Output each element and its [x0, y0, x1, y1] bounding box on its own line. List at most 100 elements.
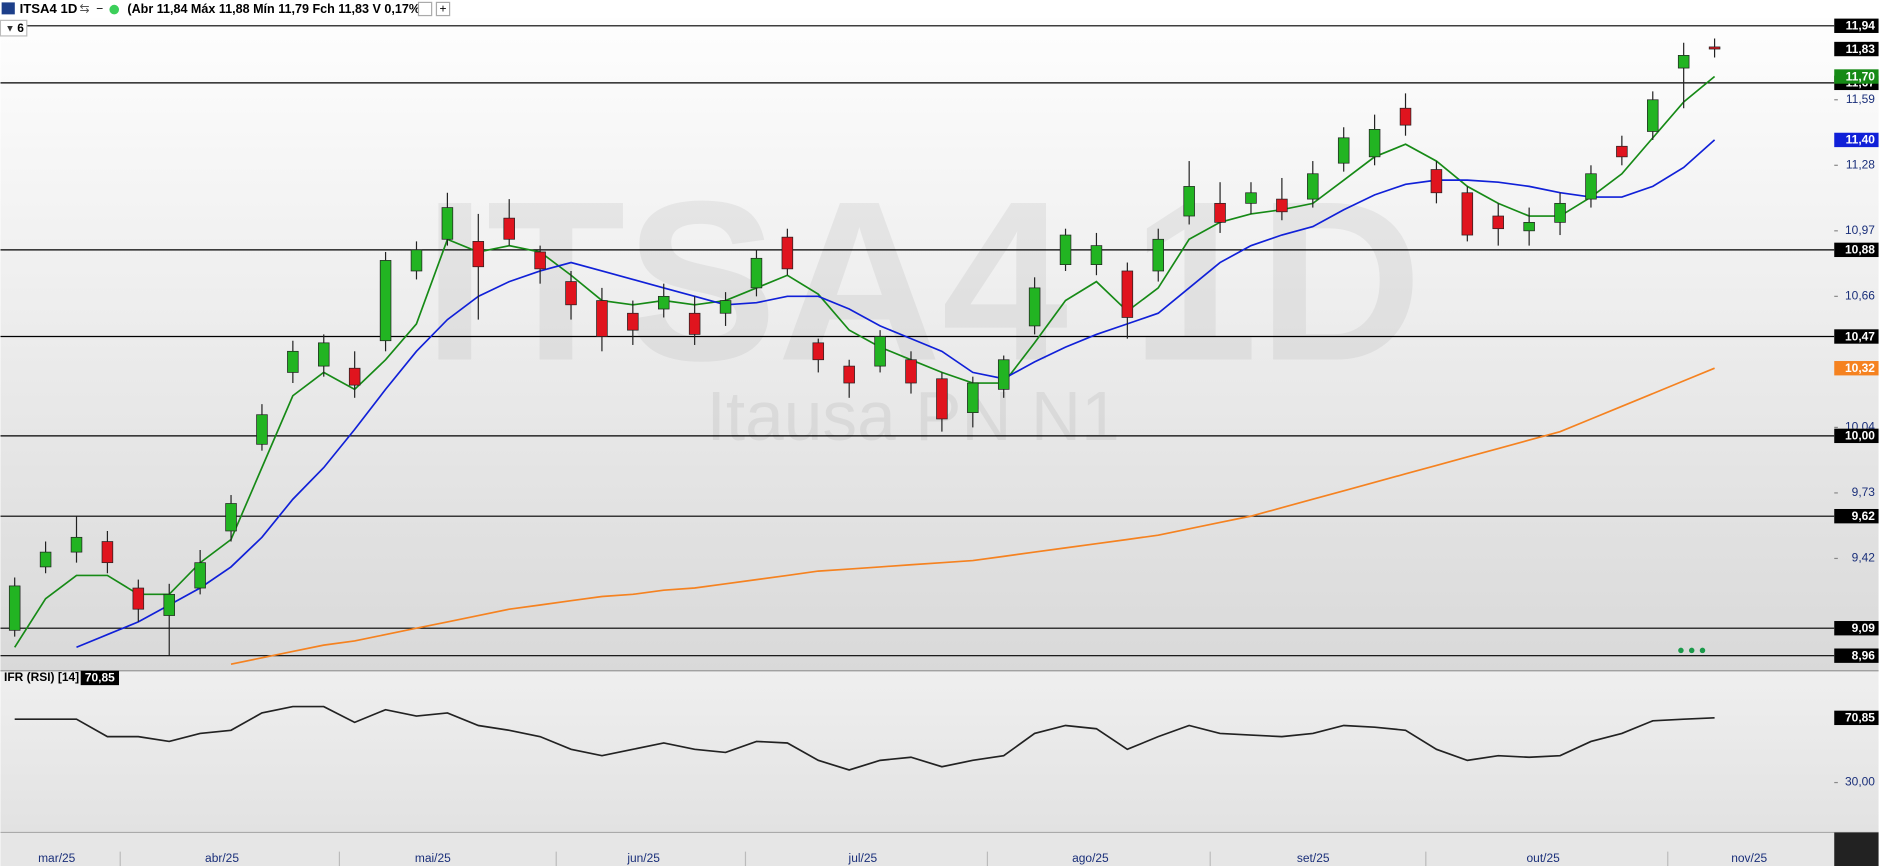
- candle-body: [1214, 202, 1226, 223]
- candle-body: [936, 378, 948, 420]
- corner-box: [1834, 832, 1879, 866]
- watermark-subtitle: Itausa PN N1: [707, 377, 1120, 455]
- y-tick-label: 9,42: [1852, 551, 1876, 565]
- price-tag: [1834, 69, 1879, 84]
- price-tag: [1834, 361, 1879, 376]
- month-label: set/25: [1297, 851, 1330, 865]
- y-tick-label: 11,28: [1846, 157, 1875, 171]
- candle-body: [101, 541, 114, 564]
- candle-body: [132, 587, 145, 610]
- counter-arrow[interactable]: ▼: [5, 23, 14, 34]
- candle-body: [1647, 99, 1659, 132]
- candle-body: [1554, 202, 1566, 223]
- y-tick-label: 10,97: [1845, 223, 1875, 237]
- candle-body: [8, 585, 21, 631]
- month-label: ago/25: [1072, 851, 1109, 865]
- candle-body: [1399, 107, 1412, 126]
- candle-body: [812, 342, 825, 361]
- moving-average: [230, 367, 1715, 665]
- candle-body: [1461, 192, 1474, 236]
- price-plot: [0, 25, 1835, 665]
- candle-body: [596, 300, 608, 337]
- candle-body: [1028, 287, 1041, 327]
- price-tag: [1834, 710, 1879, 726]
- month-label: abr/25: [205, 851, 239, 865]
- month-label: out/25: [1527, 851, 1561, 865]
- add-icon[interactable]: +: [440, 2, 447, 16]
- candle-body: [1337, 137, 1350, 164]
- y-tick-label: 11,59: [1846, 92, 1875, 106]
- candle-body: [781, 236, 794, 270]
- rsi-panel: [0, 670, 1879, 833]
- settings-button[interactable]: [417, 1, 433, 17]
- month-label: jun/25: [626, 851, 660, 865]
- candle-body: [874, 336, 886, 367]
- month-label: mar/25: [38, 851, 76, 865]
- candle-body: [843, 365, 855, 384]
- add-button[interactable]: [435, 1, 451, 17]
- hide-icon[interactable]: −: [96, 2, 103, 16]
- candle-body: [1523, 222, 1535, 232]
- header-bar: [0, 0, 1879, 18]
- price-tag-label: 9,62: [1852, 509, 1876, 523]
- month-label: nov/25: [1731, 851, 1767, 865]
- price-tag-label: 11,40: [1846, 133, 1876, 147]
- rsi-title: IFR (RSI) [14]: [4, 670, 79, 684]
- price-tag-label: 11,83: [1846, 42, 1876, 56]
- candle-body: [1368, 129, 1381, 158]
- counter: 6: [17, 21, 24, 35]
- price-tag: [1834, 329, 1879, 344]
- price-tag: [1834, 132, 1879, 148]
- rsi-value-box: [80, 670, 120, 686]
- candle-body: [503, 217, 515, 240]
- candle-body: [1183, 186, 1195, 217]
- status-dot: [109, 4, 120, 15]
- price-tag-label: 10,00: [1845, 429, 1875, 443]
- ohlc-info: (Abr 11,84 Máx 11,88 Mín 11,79 Fch 11,83…: [127, 2, 427, 16]
- price-tag-label: 70,85: [1845, 711, 1875, 725]
- candle-body: [1708, 46, 1721, 50]
- x-axis-bar: [0, 832, 1879, 866]
- months: mar/25 abr/25 mai/25 jun/25 jul/25 ago/2…: [38, 851, 1767, 865]
- dot: [1699, 647, 1706, 654]
- month-label: jul/25: [848, 851, 878, 865]
- candle-body: [967, 382, 979, 413]
- candle-body: [1152, 238, 1165, 272]
- symbol: ITSA4 1D: [20, 1, 78, 16]
- candle-body: [719, 300, 732, 314]
- price-tag-label: 11,70: [1846, 69, 1876, 83]
- candle-body: [750, 257, 763, 289]
- month-label: mai/25: [415, 851, 451, 865]
- candle-body: [534, 251, 546, 270]
- y-tick-label: 10,66: [1845, 289, 1875, 303]
- candle-body: [1059, 234, 1072, 265]
- candle-body: [1276, 198, 1288, 213]
- price-tag-label: 10,32: [1845, 361, 1875, 375]
- rsi-tick-label: 30,00: [1845, 775, 1875, 789]
- counter-box[interactable]: [0, 19, 28, 37]
- price-tag: [1834, 648, 1879, 663]
- candle-body: [1090, 245, 1103, 265]
- price-panel: [0, 0, 1879, 671]
- candle-body: [627, 312, 639, 331]
- candle-body: [318, 342, 330, 367]
- candle-body: [410, 249, 423, 272]
- candle-body: [287, 350, 299, 373]
- moving-average: [13, 75, 1716, 648]
- dot: [1688, 647, 1695, 654]
- price-tag-label: 11,94: [1846, 19, 1876, 33]
- candle-body: [1245, 192, 1257, 204]
- price-tag-label: 8,96: [1852, 648, 1876, 662]
- price-tag-label: 9,09: [1852, 621, 1876, 635]
- price-tag: [1834, 508, 1879, 524]
- candle-body: [441, 207, 454, 240]
- candle-body: [565, 281, 577, 306]
- candle-body: [1585, 173, 1597, 200]
- rsi-value: 70,85: [85, 671, 115, 685]
- link-icon[interactable]: ⇆: [79, 2, 89, 16]
- candle-body: [194, 562, 206, 589]
- y-tick-label: 9,73: [1852, 485, 1876, 499]
- candle-body: [905, 359, 917, 384]
